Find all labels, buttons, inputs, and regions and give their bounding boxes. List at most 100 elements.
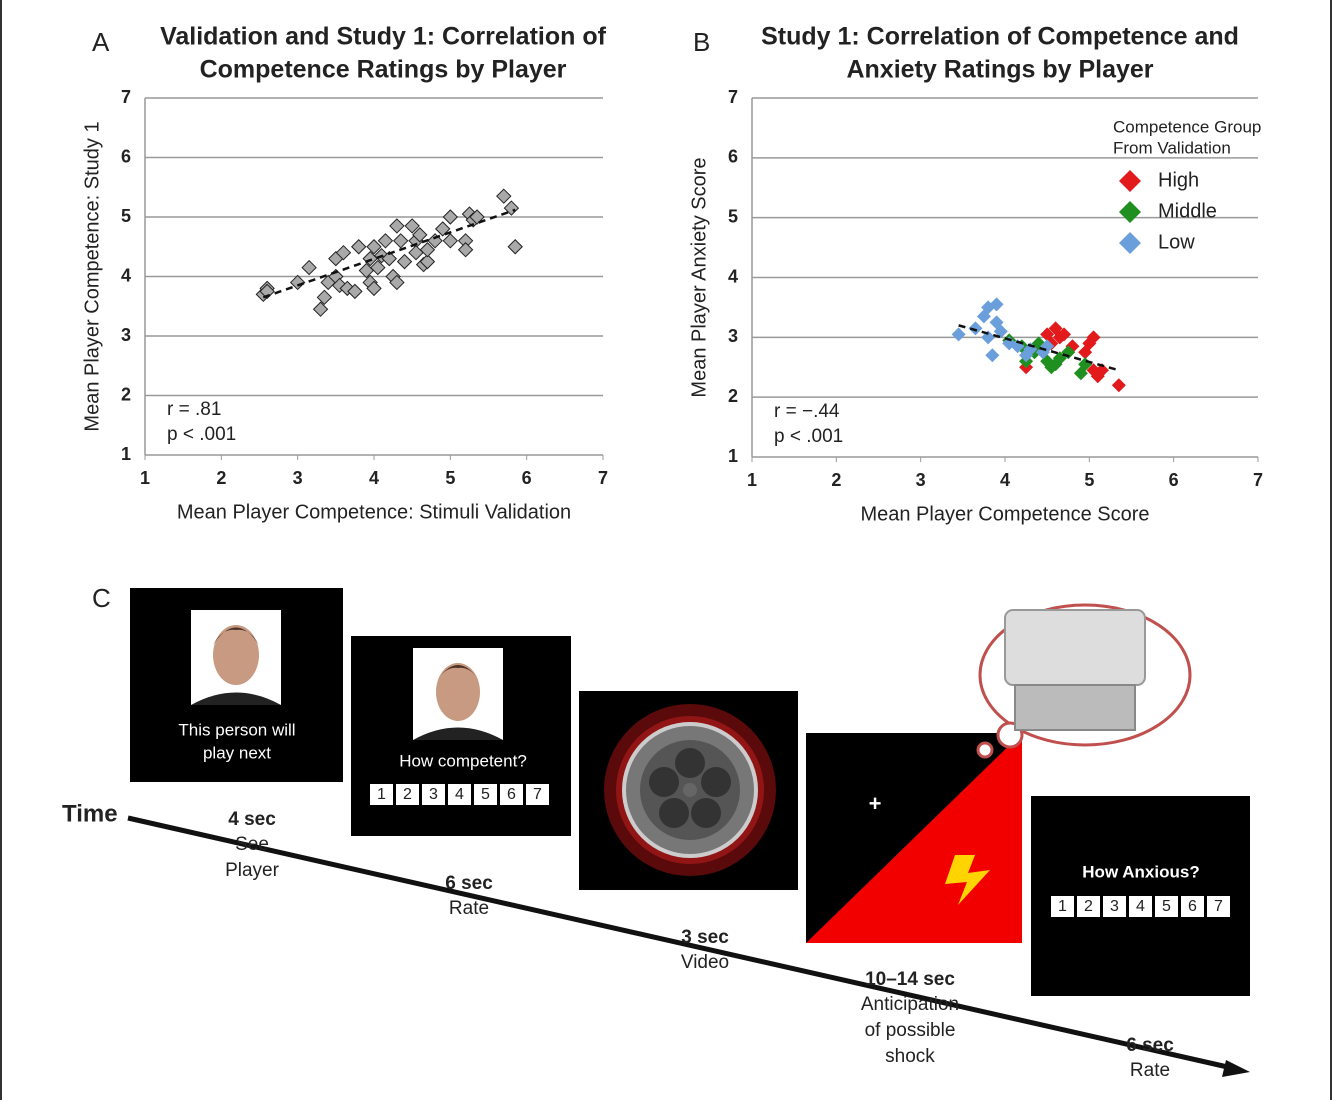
legend-marker	[1119, 201, 1141, 223]
y-axis-label: Mean Player Anxiety Score	[688, 157, 710, 397]
point	[302, 261, 316, 275]
point	[443, 210, 457, 224]
scale-number: 4	[1136, 898, 1145, 915]
point	[359, 264, 373, 278]
legend-title: From Validation	[1113, 138, 1231, 157]
x-tick-label: 7	[598, 468, 608, 488]
scale-number: 6	[507, 786, 516, 803]
x-tick-label: 2	[216, 468, 226, 488]
y-tick-label: 2	[121, 384, 131, 404]
point	[314, 302, 328, 316]
step-duration: 6 sec	[1126, 1035, 1174, 1056]
y-tick-label: 5	[728, 206, 738, 226]
x-tick-label: 2	[831, 470, 841, 490]
panel-label: A	[92, 27, 110, 57]
scale-number: 7	[533, 786, 542, 803]
step-duration: 3 sec	[681, 927, 729, 948]
point	[497, 189, 511, 203]
scale-number: 1	[377, 786, 386, 803]
step-description: shock	[885, 1046, 935, 1067]
y-tick-label: 6	[121, 146, 131, 166]
x-tick-label: 1	[140, 468, 150, 488]
point	[443, 234, 457, 248]
step-description: See	[235, 834, 269, 855]
film-reel-icon	[604, 704, 776, 876]
figure: C Time This person will play next How co…	[0, 0, 1334, 1100]
scale-number: 4	[455, 786, 464, 803]
timeline-arrow	[1222, 1060, 1250, 1077]
y-axis-label: Mean Player Competence: Study 1	[81, 121, 103, 431]
scale-number: 3	[429, 786, 438, 803]
point	[317, 290, 331, 304]
point	[390, 219, 404, 233]
scale-number: 7	[1214, 898, 1223, 915]
y-tick-label: 7	[728, 87, 738, 107]
legend-label: Middle	[1158, 200, 1217, 222]
legend-title: Competence Group	[1113, 117, 1261, 136]
x-tick-label: 7	[1253, 470, 1263, 490]
point	[398, 255, 412, 269]
chart-title: Competence Ratings by Player	[200, 56, 567, 84]
y-tick-label: 4	[121, 265, 131, 285]
x-tick-label: 4	[369, 468, 379, 488]
x-tick-label: 4	[1000, 470, 1010, 490]
legend-label: High	[1158, 169, 1199, 191]
stat-annotation: p < .001	[774, 426, 843, 447]
stat-annotation: r = −.44	[774, 401, 840, 422]
legend-marker	[1119, 232, 1141, 254]
timeline-label: Time	[62, 800, 118, 827]
scale-number: 1	[1058, 898, 1067, 915]
step-description: Rate	[449, 898, 489, 919]
chart-title: Anxiety Ratings by Player	[846, 56, 1153, 84]
step-description: Anticipation	[861, 994, 959, 1015]
x-tick-label: 5	[445, 468, 455, 488]
stat-annotation: p < .001	[167, 424, 236, 445]
y-tick-label: 7	[121, 87, 131, 107]
face-image	[413, 648, 503, 740]
point	[1112, 378, 1126, 392]
step-duration: 6 sec	[445, 873, 493, 894]
step-description: Video	[681, 952, 729, 973]
x-tick-label: 3	[916, 470, 926, 490]
x-axis-label: Mean Player Competence Score	[860, 503, 1149, 525]
fixation: +	[869, 791, 882, 816]
thought-cloud	[978, 605, 1190, 757]
x-axis-label: Mean Player Competence: Stimuli Validati…	[177, 501, 571, 523]
legend-label: Low	[1158, 231, 1195, 253]
scale-number: 6	[1188, 898, 1197, 915]
face-image	[191, 610, 281, 705]
screen-text: How competent?	[399, 751, 527, 770]
y-tick-label: 1	[728, 446, 738, 466]
point	[508, 240, 522, 254]
scale-number: 5	[1162, 898, 1171, 915]
point	[985, 348, 999, 362]
y-tick-label: 4	[728, 266, 738, 286]
y-tick-label: 3	[728, 326, 738, 346]
step-duration: 4 sec	[228, 809, 276, 830]
chart-title: Validation and Study 1: Correlation of	[160, 23, 607, 51]
scale-number: 5	[481, 786, 490, 803]
step-description: Player	[225, 860, 280, 881]
scale-number: 3	[1110, 898, 1119, 915]
x-tick-label: 1	[747, 470, 757, 490]
x-tick-label: 3	[293, 468, 303, 488]
panel-label: B	[693, 27, 710, 57]
y-tick-label: 6	[728, 147, 738, 167]
chart-title: Study 1: Correlation of Competence and	[761, 23, 1239, 51]
point	[409, 246, 423, 260]
scale-number: 2	[403, 786, 412, 803]
x-tick-label: 6	[522, 468, 532, 488]
step-description: Rate	[1130, 1060, 1170, 1081]
y-tick-label: 3	[121, 325, 131, 345]
y-tick-label: 2	[728, 386, 738, 406]
step-duration: 10–14 sec	[865, 969, 955, 990]
screen-text: This person will	[178, 720, 295, 739]
y-tick-label: 1	[121, 444, 131, 464]
x-tick-label: 6	[1169, 470, 1179, 490]
point	[459, 243, 473, 257]
legend-marker	[1119, 170, 1141, 192]
y-tick-label: 5	[121, 206, 131, 226]
step-description: of possible	[865, 1020, 956, 1041]
point	[394, 234, 408, 248]
x-tick-label: 5	[1084, 470, 1094, 490]
